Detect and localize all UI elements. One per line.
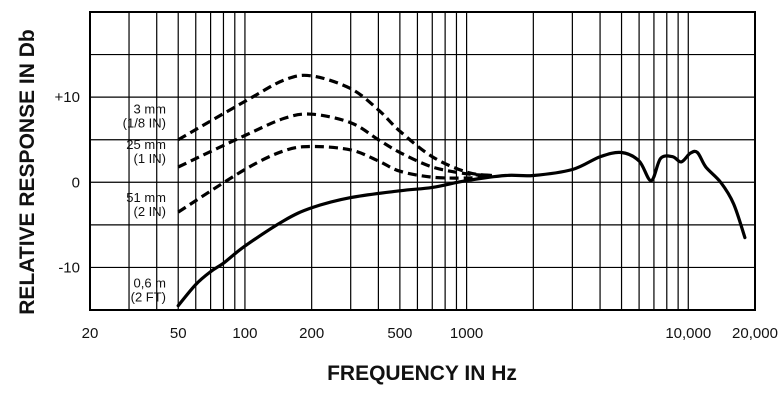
x-tick-label: 100 [232, 325, 257, 342]
curve-label: 3 mm [134, 102, 167, 117]
y-tick-label: +10 [55, 89, 80, 106]
x-tick-label: 20 [82, 325, 99, 342]
x-tick-label: 10,000 [665, 325, 711, 342]
plot-frame [89, 11, 756, 311]
y-axis-title: RELATIVE RESPONSE IN Db [16, 29, 39, 314]
grid [90, 12, 755, 310]
series-line-0 [177, 73, 493, 178]
curves [176, 73, 747, 308]
curve-label: 25 mm [126, 137, 166, 152]
curve-label: 51 mm [126, 190, 166, 205]
series-line-1 [177, 112, 493, 178]
curve-label: (1/8 IN) [123, 116, 166, 131]
curve-label: (1 IN) [134, 151, 167, 166]
x-tick-label: 20,000 [732, 325, 778, 342]
x-tick-label: 50 [170, 325, 187, 342]
x-tick-label: 500 [387, 325, 412, 342]
curve-label: 0,6 m [133, 276, 166, 291]
curve-labels: 3 mm(1/8 IN) 25 mm(1 IN) 51 mm(2 IN) 0,6 m(… [123, 102, 166, 305]
y-tick-label: 0 [72, 174, 80, 191]
series-line-2 [177, 144, 493, 214]
x-tick-label: 200 [299, 325, 324, 342]
y-tick-label: -10 [58, 259, 80, 276]
curve-label: (2 IN) [134, 204, 167, 219]
tick-labels: 20 50 100 200 500 1000 10,000 20,000 +10 0 -10 [55, 89, 778, 342]
x-axis-title: FREQUENCY IN Hz [327, 362, 517, 385]
curve-label: (2 FT) [131, 290, 166, 305]
x-tick-label: 1000 [450, 325, 483, 342]
series-line-3 [176, 149, 747, 308]
